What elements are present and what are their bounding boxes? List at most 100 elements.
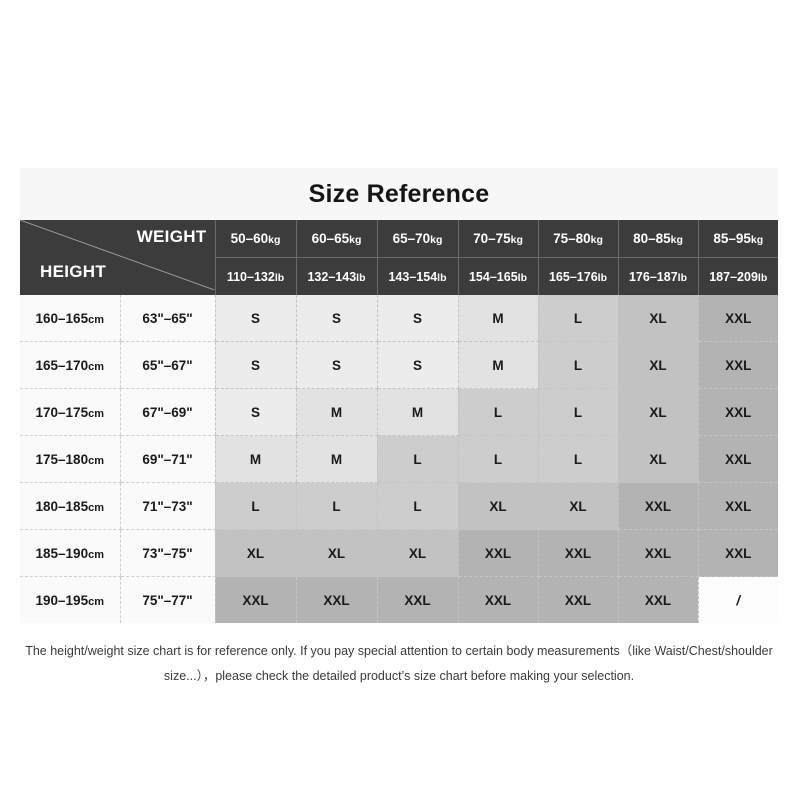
weight-kg-unit: kg: [510, 234, 523, 246]
weight-lb-unit: lb: [274, 271, 285, 284]
weight-kg-unit: kg: [349, 234, 362, 246]
size-cell: XL: [617, 295, 698, 342]
height-inch-cell: 75"–77": [119, 576, 215, 623]
height-inch-cell: 73"–75": [119, 529, 215, 577]
header-row-kg: WEIGHT HEIGHT 50–60kg 60–65kg 65–70kg 70…: [20, 220, 778, 295]
weight-lb-unit: lb: [437, 271, 447, 284]
table-row: 185–190cm 73"–75" XL XL XL XXL XXL XXL XXL: [20, 529, 778, 577]
weight-kg-value: 70–75: [473, 231, 511, 246]
weight-header-lb: 187–209lb: [697, 257, 778, 295]
height-inch-cell: 63"–65": [119, 295, 215, 342]
weight-kg-unit: kg: [670, 234, 683, 246]
header-row-lb: 110–132lb 132–143lb 143–154lb 154–165lb …: [20, 257, 778, 295]
weight-lb-value: 154–165: [468, 269, 518, 284]
size-cell: XXL: [376, 576, 458, 623]
weight-header-lb: 110–132lb: [214, 257, 296, 295]
size-cell: XL: [295, 529, 377, 577]
weight-header-lb: 154–165lb: [457, 257, 538, 295]
size-cell: XXL: [295, 576, 377, 623]
weight-header-kg: 65–70kg: [376, 220, 458, 258]
size-cell: L: [537, 295, 618, 342]
weight-kg-unit: kg: [590, 234, 603, 246]
size-chart-container: Size Reference: [20, 168, 778, 689]
height-cm-unit: cm: [88, 548, 104, 561]
weight-lb-unit: lb: [677, 271, 687, 284]
height-cm-value: 185–190: [35, 545, 89, 561]
height-cm-cell: 180–185cm: [20, 482, 120, 530]
size-cell: XXL: [617, 529, 698, 577]
page-title: Size Reference: [308, 179, 490, 208]
weight-kg-value: 75–80: [553, 231, 591, 246]
weight-lb-value: 110–132: [226, 269, 275, 284]
size-cell: XXL: [537, 529, 618, 577]
weight-header-lb: 143–154lb: [376, 257, 458, 295]
weight-kg-unit: kg: [268, 234, 281, 246]
size-cell: L: [457, 435, 538, 483]
size-cell: L: [537, 435, 618, 483]
size-cell: XXL: [697, 388, 778, 436]
weight-kg-value: 80–85: [633, 231, 671, 246]
size-cell: M: [295, 435, 377, 483]
size-cell: XL: [617, 388, 698, 436]
size-cell: M: [457, 341, 538, 389]
size-cell: L: [537, 341, 618, 389]
weight-axis-label: WEIGHT: [136, 227, 207, 246]
size-cell: XL: [457, 482, 538, 530]
weight-lb-value: 187–209: [709, 269, 758, 284]
height-cm-value: 165–170: [35, 357, 89, 373]
height-cm-value: 180–185: [35, 498, 89, 514]
weight-header-kg: 60–65kg: [295, 220, 377, 258]
table-header: WEIGHT HEIGHT 50–60kg 60–65kg 65–70kg 70…: [20, 220, 778, 295]
table-body: 160–165cm 63"–65" S S S M L XL XXL 165–170cm 65"–6…: [20, 295, 778, 623]
size-cell: /: [697, 576, 778, 623]
size-cell: S: [214, 295, 296, 342]
weight-header-lb: 165–176lb: [537, 257, 618, 295]
height-cm-unit: cm: [88, 454, 104, 467]
height-cm-value: 170–175: [35, 404, 89, 420]
weight-header-lb: 176–187lb: [617, 257, 698, 295]
size-cell: S: [295, 341, 377, 389]
height-cm-value: 190–195: [35, 592, 89, 608]
table-row: 180–185cm 71"–73" L L L XL XL XXL XXL: [20, 482, 778, 530]
size-cell: XXL: [617, 576, 698, 623]
size-cell: M: [295, 388, 377, 436]
height-cm-unit: cm: [88, 360, 104, 373]
size-cell: L: [295, 482, 377, 530]
weight-kg-unit: kg: [750, 234, 764, 246]
size-cell: XXL: [697, 295, 778, 342]
table-row: 190–195cm 75"–77" XXL XXL XXL XXL XXL XXL /: [20, 576, 778, 623]
table-row: 175–180cm 69"–71" M M L L L XL XXL: [20, 435, 778, 483]
height-inch-cell: 71"–73": [119, 482, 215, 530]
size-reference-table: WEIGHT HEIGHT 50–60kg 60–65kg 65–70kg 70…: [20, 220, 778, 623]
size-cell: XXL: [697, 341, 778, 389]
size-cell: XXL: [697, 529, 778, 577]
height-cm-cell: 170–175cm: [20, 388, 120, 436]
weight-header-kg: 70–75kg: [457, 220, 538, 258]
diagonal-divider-icon: [20, 220, 215, 290]
size-cell: XXL: [457, 529, 538, 577]
weight-kg-value: 60–65: [311, 231, 350, 246]
weight-lb-value: 143–154: [388, 269, 438, 284]
table-row: 165–170cm 65"–67" S S S M L XL XXL: [20, 341, 778, 389]
weight-lb-unit: lb: [517, 271, 527, 284]
height-cm-value: 175–180: [35, 451, 89, 467]
weight-kg-value: 65–70: [392, 231, 431, 246]
weight-kg-value: 50–60: [230, 231, 269, 246]
weight-lb-unit: lb: [597, 271, 607, 284]
size-cell: S: [376, 295, 458, 342]
chart-title-bar: Size Reference: [20, 168, 778, 220]
height-cm-unit: cm: [88, 595, 104, 608]
height-inch-cell: 67"–69": [119, 388, 215, 436]
table-row: 170–175cm 67"–69" S M M L L XL XXL: [20, 388, 778, 436]
weight-header-kg: 85–95kg: [697, 220, 778, 258]
size-cell: XXL: [617, 482, 698, 530]
height-inch-cell: 65"–67": [119, 341, 215, 389]
height-inch-cell: 69"–71": [119, 435, 215, 483]
size-cell: M: [214, 435, 296, 483]
height-cm-unit: cm: [88, 501, 104, 514]
weight-lb-value: 165–176: [548, 269, 598, 284]
weight-header-kg: 50–60kg: [214, 220, 296, 258]
size-cell: S: [295, 295, 377, 342]
height-cm-unit: cm: [88, 313, 104, 326]
